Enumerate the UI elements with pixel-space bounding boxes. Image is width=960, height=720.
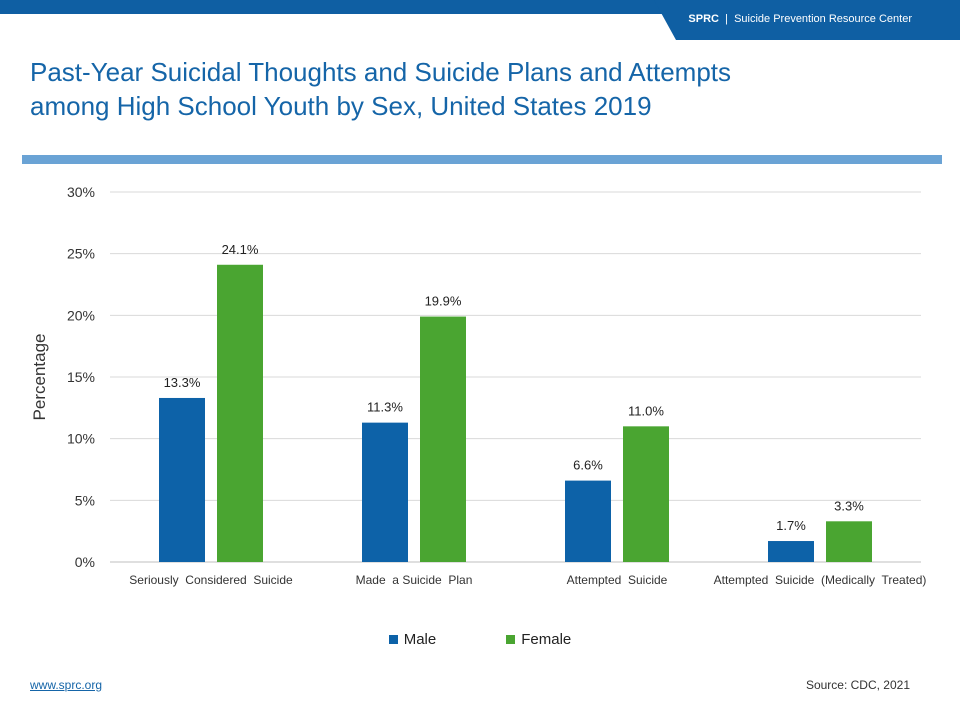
bar-female (623, 426, 669, 562)
data-label: 11.0% (628, 403, 664, 418)
y-tick-label: 15% (67, 369, 95, 385)
x-tick-label: Seriously Considered Suicide (129, 573, 293, 587)
legend-swatch-female (506, 635, 516, 644)
y-tick-label: 0% (75, 554, 95, 570)
y-tick-label: 25% (67, 246, 95, 262)
data-label: 1.7% (776, 518, 806, 533)
title-line-1: Past-Year Suicidal Thoughts and Suicide … (30, 57, 731, 87)
data-label: 13.3% (164, 375, 201, 390)
data-label: 11.3% (367, 400, 403, 415)
data-label: 19.9% (425, 294, 462, 309)
legend-label-female: Female (521, 631, 572, 648)
brand-label: SPRC | Suicide Prevention Resource Cente… (688, 13, 912, 25)
accent-divider (22, 155, 942, 164)
legend-label-male: Male (403, 631, 437, 648)
y-tick-label: 30% (67, 184, 95, 200)
website-link[interactable]: www.sprc.org (30, 678, 103, 692)
legend-item-female: Female (506, 631, 571, 648)
bar-female (420, 316, 466, 562)
bar-chart: 0% 5% 10% 15% 20% 25% 30% Percentage 13.3% 24.1% S… (30, 184, 927, 587)
y-tick-label: 10% (67, 431, 95, 447)
bar-female (217, 264, 263, 562)
legend-swatch-male (388, 635, 398, 644)
y-axis-title: Percentage (30, 334, 49, 421)
bar-male (159, 397, 205, 562)
page-title: Past-Year Suicidal Thoughts and Suicide … (30, 55, 890, 123)
bar-male (362, 422, 408, 562)
y-tick-label: 5% (75, 492, 95, 508)
x-tick-label: Attempted Suicide (567, 573, 668, 587)
brand-name: Suicide Prevention Resource Center (734, 13, 912, 25)
brand-separator: | (725, 13, 728, 25)
data-label: 3.3% (834, 498, 864, 513)
title-line-2: among High School Youth by Sex, United S… (30, 91, 652, 121)
chart-legend: Male Female (0, 631, 960, 648)
brand-abbr: SPRC (688, 13, 719, 25)
legend-item-male: Male (388, 631, 437, 648)
source-citation: Source: CDC, 2021 (805, 678, 910, 692)
data-label: 24.1% (222, 242, 259, 257)
x-tick-label: Attempted Suicide (Medically Treated) (714, 573, 927, 587)
bar-male (768, 541, 814, 562)
brand-tab (654, 0, 960, 40)
bar-female (826, 521, 872, 562)
data-label: 6.6% (573, 458, 603, 473)
bar-male (565, 480, 611, 562)
x-tick-label: Made a Suicide Plan (356, 573, 473, 587)
y-tick-label: 20% (67, 307, 95, 323)
